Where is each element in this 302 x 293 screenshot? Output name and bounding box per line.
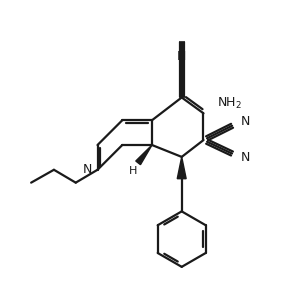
Text: NH$_2$: NH$_2$: [217, 96, 242, 111]
Polygon shape: [136, 145, 152, 165]
Text: N: N: [83, 163, 92, 176]
Text: H: H: [129, 166, 137, 176]
Text: N: N: [241, 115, 250, 128]
Text: N: N: [241, 151, 250, 164]
Polygon shape: [177, 157, 186, 179]
Text: N: N: [177, 50, 186, 63]
